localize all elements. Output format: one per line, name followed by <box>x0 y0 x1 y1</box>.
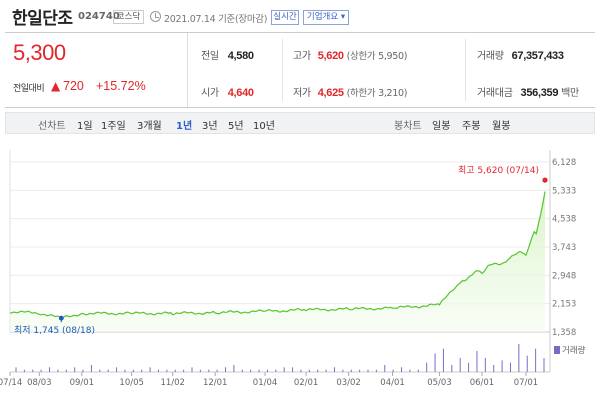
base-date: 2021.07.14 기준(장마감) <box>164 14 268 25</box>
divider <box>465 39 466 101</box>
x-tick-label: 07/01 <box>514 378 539 388</box>
y-tick-label: 5,333 <box>552 186 576 196</box>
period-1d[interactable]: 1일 <box>77 121 93 132</box>
y-tick-label: 2,948 <box>552 271 576 281</box>
x-tick-label: 07/14 <box>0 378 22 388</box>
high-cell: 고가 5,620 (상한가 5,950) <box>293 47 407 62</box>
market-badge: 코스닥 <box>113 10 144 24</box>
max-marker <box>542 177 548 183</box>
x-tick-label: 03/02 <box>336 378 361 388</box>
period-1y[interactable]: 1년 <box>176 121 193 132</box>
x-tick-label: 04/01 <box>380 378 405 388</box>
y-tick-label: 2,153 <box>552 300 576 310</box>
lower-limit: (하한가 3,210) <box>346 88 408 99</box>
x-tick-label: 11/02 <box>160 378 185 388</box>
line-chart-label: 선차트 <box>38 121 66 132</box>
candle-chart-label: 봉차트 <box>394 121 422 132</box>
open-value: 4,640 <box>227 87 254 99</box>
period-5y[interactable]: 5년 <box>228 121 244 132</box>
stock-header: 한일단조 024740 코스닥 2021.07.14 기준(장마감) 실시간 기… <box>0 0 600 30</box>
amount-unit: 백만 <box>561 88 579 99</box>
change-label: 전일대비 <box>13 84 45 94</box>
low-cell: 저가 4,625 (하한가 3,210) <box>293 84 407 99</box>
y-tick-label: 1,358 <box>552 328 576 338</box>
volume-legend-swatch <box>554 346 560 354</box>
upper-limit: (상한가 5,950) <box>346 51 408 62</box>
current-price: 5,300 <box>13 40 66 65</box>
price-chart[interactable]: 1,358 2,153 2,948 3,743 4,538 5,333 6,128 최고 5,… <box>0 134 600 405</box>
change-percent: +15.72% <box>96 79 146 93</box>
up-arrow-icon: ▲ <box>51 79 61 93</box>
x-tick-label: 05/03 <box>427 378 452 388</box>
amount-value: 356,359 <box>520 87 559 99</box>
period-3m[interactable]: 3개월 <box>137 121 162 132</box>
quote-panel: 5,300 전일대비 ▲ 720 +15.72% 전일 4,580 시가 4,6… <box>5 32 595 108</box>
x-tick-label: 09/01 <box>70 378 95 388</box>
volume-cell: 거래량 67,357,433 <box>477 47 564 62</box>
volume-label: 거래량 <box>562 345 586 356</box>
low-label: 저가 <box>293 88 311 99</box>
max-annotation: 최고 5,620 (07/14) <box>458 165 539 176</box>
price-line <box>9 191 546 319</box>
prev-close-label: 전일 <box>201 51 219 62</box>
price-chart-svg: 1,358 2,153 2,948 3,743 4,538 5,333 6,128 최고 5,… <box>0 150 586 388</box>
period-1w[interactable]: 1주일 <box>101 121 126 132</box>
company-name: 한일단조 <box>12 9 73 29</box>
change-value: 720 <box>63 79 84 93</box>
prev-close-value: 4,580 <box>227 50 254 62</box>
open-label: 시가 <box>201 88 219 99</box>
clock-icon <box>150 11 161 22</box>
volume-value: 67,357,433 <box>511 50 564 62</box>
amount-cell: 거래대금 356,359 백만 <box>477 84 579 99</box>
x-tick-label: 10/05 <box>119 378 144 388</box>
candle-weekly[interactable]: 주봉 <box>462 121 481 132</box>
period-3y[interactable]: 3년 <box>202 121 218 132</box>
min-marker <box>58 315 64 321</box>
x-tick-label: 12/01 <box>203 378 228 388</box>
min-annotation: 최저 1,745 (08/18) <box>14 325 95 336</box>
high-label: 고가 <box>293 51 311 62</box>
x-tick-label: 02/01 <box>294 378 319 388</box>
y-tick-label: 3,743 <box>552 243 576 253</box>
candle-monthly[interactable]: 월봉 <box>492 121 511 132</box>
y-tick-label: 4,538 <box>552 215 576 225</box>
amount-label: 거래대금 <box>477 88 513 99</box>
chart-toolbar: 선차트 1일 1주일 3개월 1년 3년 5년 10년 봉차트 일봉 주봉 월봉 <box>5 112 595 134</box>
low-value: 4,625 <box>317 87 344 99</box>
x-tick-label: 01/04 <box>253 378 278 388</box>
realtime-button[interactable]: 실시간 <box>271 10 299 25</box>
high-value: 5,620 <box>317 50 344 62</box>
stock-code: 024740 <box>78 11 120 22</box>
y-tick-label: 6,128 <box>552 158 576 168</box>
period-10y[interactable]: 10년 <box>253 121 275 132</box>
prev-close-cell: 전일 4,580 <box>201 47 254 62</box>
divider <box>282 39 283 101</box>
x-tick-label: 08/03 <box>27 378 52 388</box>
candle-daily[interactable]: 일봉 <box>432 121 451 132</box>
open-cell: 시가 4,640 <box>201 84 254 99</box>
volume-label: 거래량 <box>477 51 504 62</box>
x-tick-label: 06/01 <box>470 378 495 388</box>
price-box: 5,300 전일대비 ▲ 720 +15.72% <box>5 33 188 107</box>
corp-info-button[interactable]: 기업개요 ▾ <box>303 10 349 25</box>
